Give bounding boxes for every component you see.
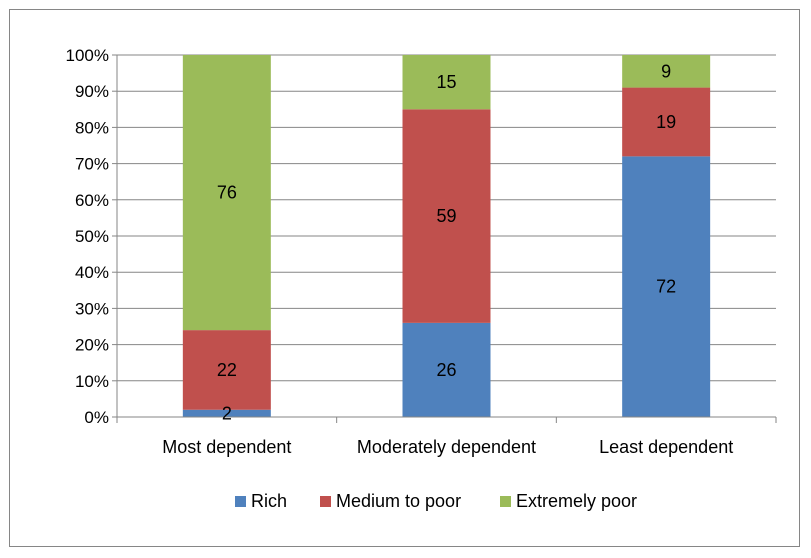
legend-label: Medium to poor [336, 491, 461, 511]
bars [182, 55, 711, 418]
legend-label: Rich [251, 491, 287, 511]
data-label: 72 [656, 277, 676, 297]
data-label: 9 [661, 61, 671, 81]
y-tick-label: 50% [75, 227, 109, 246]
bar-segment [402, 109, 491, 323]
bar-segment [622, 87, 711, 157]
bar-segment [622, 156, 711, 418]
y-tick-label: 30% [75, 299, 109, 318]
bar-segment [622, 55, 711, 88]
data-label: 19 [656, 112, 676, 132]
data-label: 2 [222, 403, 232, 423]
axes: 0% 10% 20% 30% 40% 50% 60% 70% 80% 90% 100% Most de… [66, 46, 777, 457]
data-label: 26 [436, 360, 456, 380]
y-tick-label: 70% [75, 155, 109, 174]
x-tick-label: Most dependent [162, 437, 291, 457]
bar-segment [402, 322, 491, 417]
data-label: 22 [217, 360, 237, 380]
y-tick-label: 80% [75, 118, 109, 137]
y-tick-label: 90% [75, 82, 109, 101]
legend-swatch [320, 496, 331, 507]
legend-swatch [235, 496, 246, 507]
bar-segment [182, 330, 271, 410]
legend-label: Extremely poor [516, 491, 637, 511]
data-label: 76 [217, 183, 237, 203]
x-tick-label: Moderately dependent [357, 437, 536, 457]
legend: Rich Medium to poor Extremely poor [235, 491, 637, 511]
bar-segment [182, 55, 271, 331]
data-label: 15 [436, 72, 456, 92]
y-tick-label: 60% [75, 191, 109, 210]
x-tick-label: Least dependent [599, 437, 733, 457]
y-tick-label: 100% [66, 46, 109, 65]
data-label: 59 [436, 206, 456, 226]
y-tick-label: 0% [84, 408, 109, 427]
y-tick-label: 10% [75, 372, 109, 391]
bar-segment [402, 55, 491, 110]
legend-swatch [500, 496, 511, 507]
y-tick-label: 20% [75, 336, 109, 355]
bar-segment [182, 409, 271, 417]
y-tick-label: 40% [75, 263, 109, 282]
